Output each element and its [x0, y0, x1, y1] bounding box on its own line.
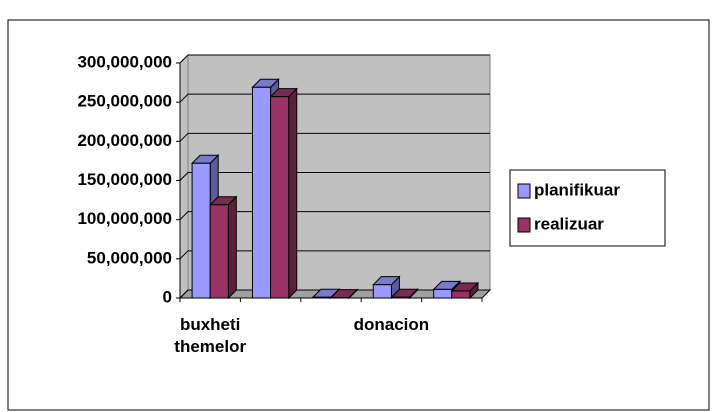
y-tick-label: 100,000,000	[77, 209, 172, 228]
bar-face	[288, 87, 298, 300]
bar-face	[251, 86, 272, 299]
bar-face	[191, 162, 211, 299]
y-tick-label: 0	[163, 287, 172, 306]
legend-swatch	[517, 183, 531, 199]
bar-face	[270, 96, 290, 299]
bar-face	[227, 195, 237, 300]
bar-face	[372, 284, 392, 299]
grid-line	[179, 211, 490, 221]
bar-face	[451, 290, 471, 299]
y-tick-label: 300,000,000	[77, 52, 172, 71]
grid-line	[179, 250, 490, 260]
bar	[269, 87, 298, 300]
legend-box	[509, 169, 666, 247]
grid-line	[179, 93, 490, 103]
bar	[372, 275, 401, 300]
x-tick-label: buxheti themelor	[174, 315, 247, 356]
bar	[208, 195, 238, 300]
bar-face	[312, 296, 332, 299]
bar	[329, 288, 359, 300]
bar-face	[209, 204, 229, 299]
x-tick-label: donacion	[353, 315, 430, 334]
legend-label: planifikuar	[534, 180, 620, 199]
grid-line	[179, 172, 490, 181]
y-tick-label: 250,000,000	[77, 92, 172, 111]
y-tick-label: 50,000,000	[87, 248, 172, 267]
bar	[450, 281, 480, 300]
legend-label: realizuar	[534, 214, 604, 233]
bar-face	[433, 288, 453, 299]
grid-line	[179, 132, 490, 142]
bar	[390, 288, 419, 300]
grid-line	[179, 54, 490, 64]
legend-swatch	[517, 217, 531, 233]
y-tick-label: 150,000,000	[77, 170, 172, 189]
y-tick-label: 200,000,000	[77, 131, 172, 150]
bar-face	[390, 296, 411, 299]
